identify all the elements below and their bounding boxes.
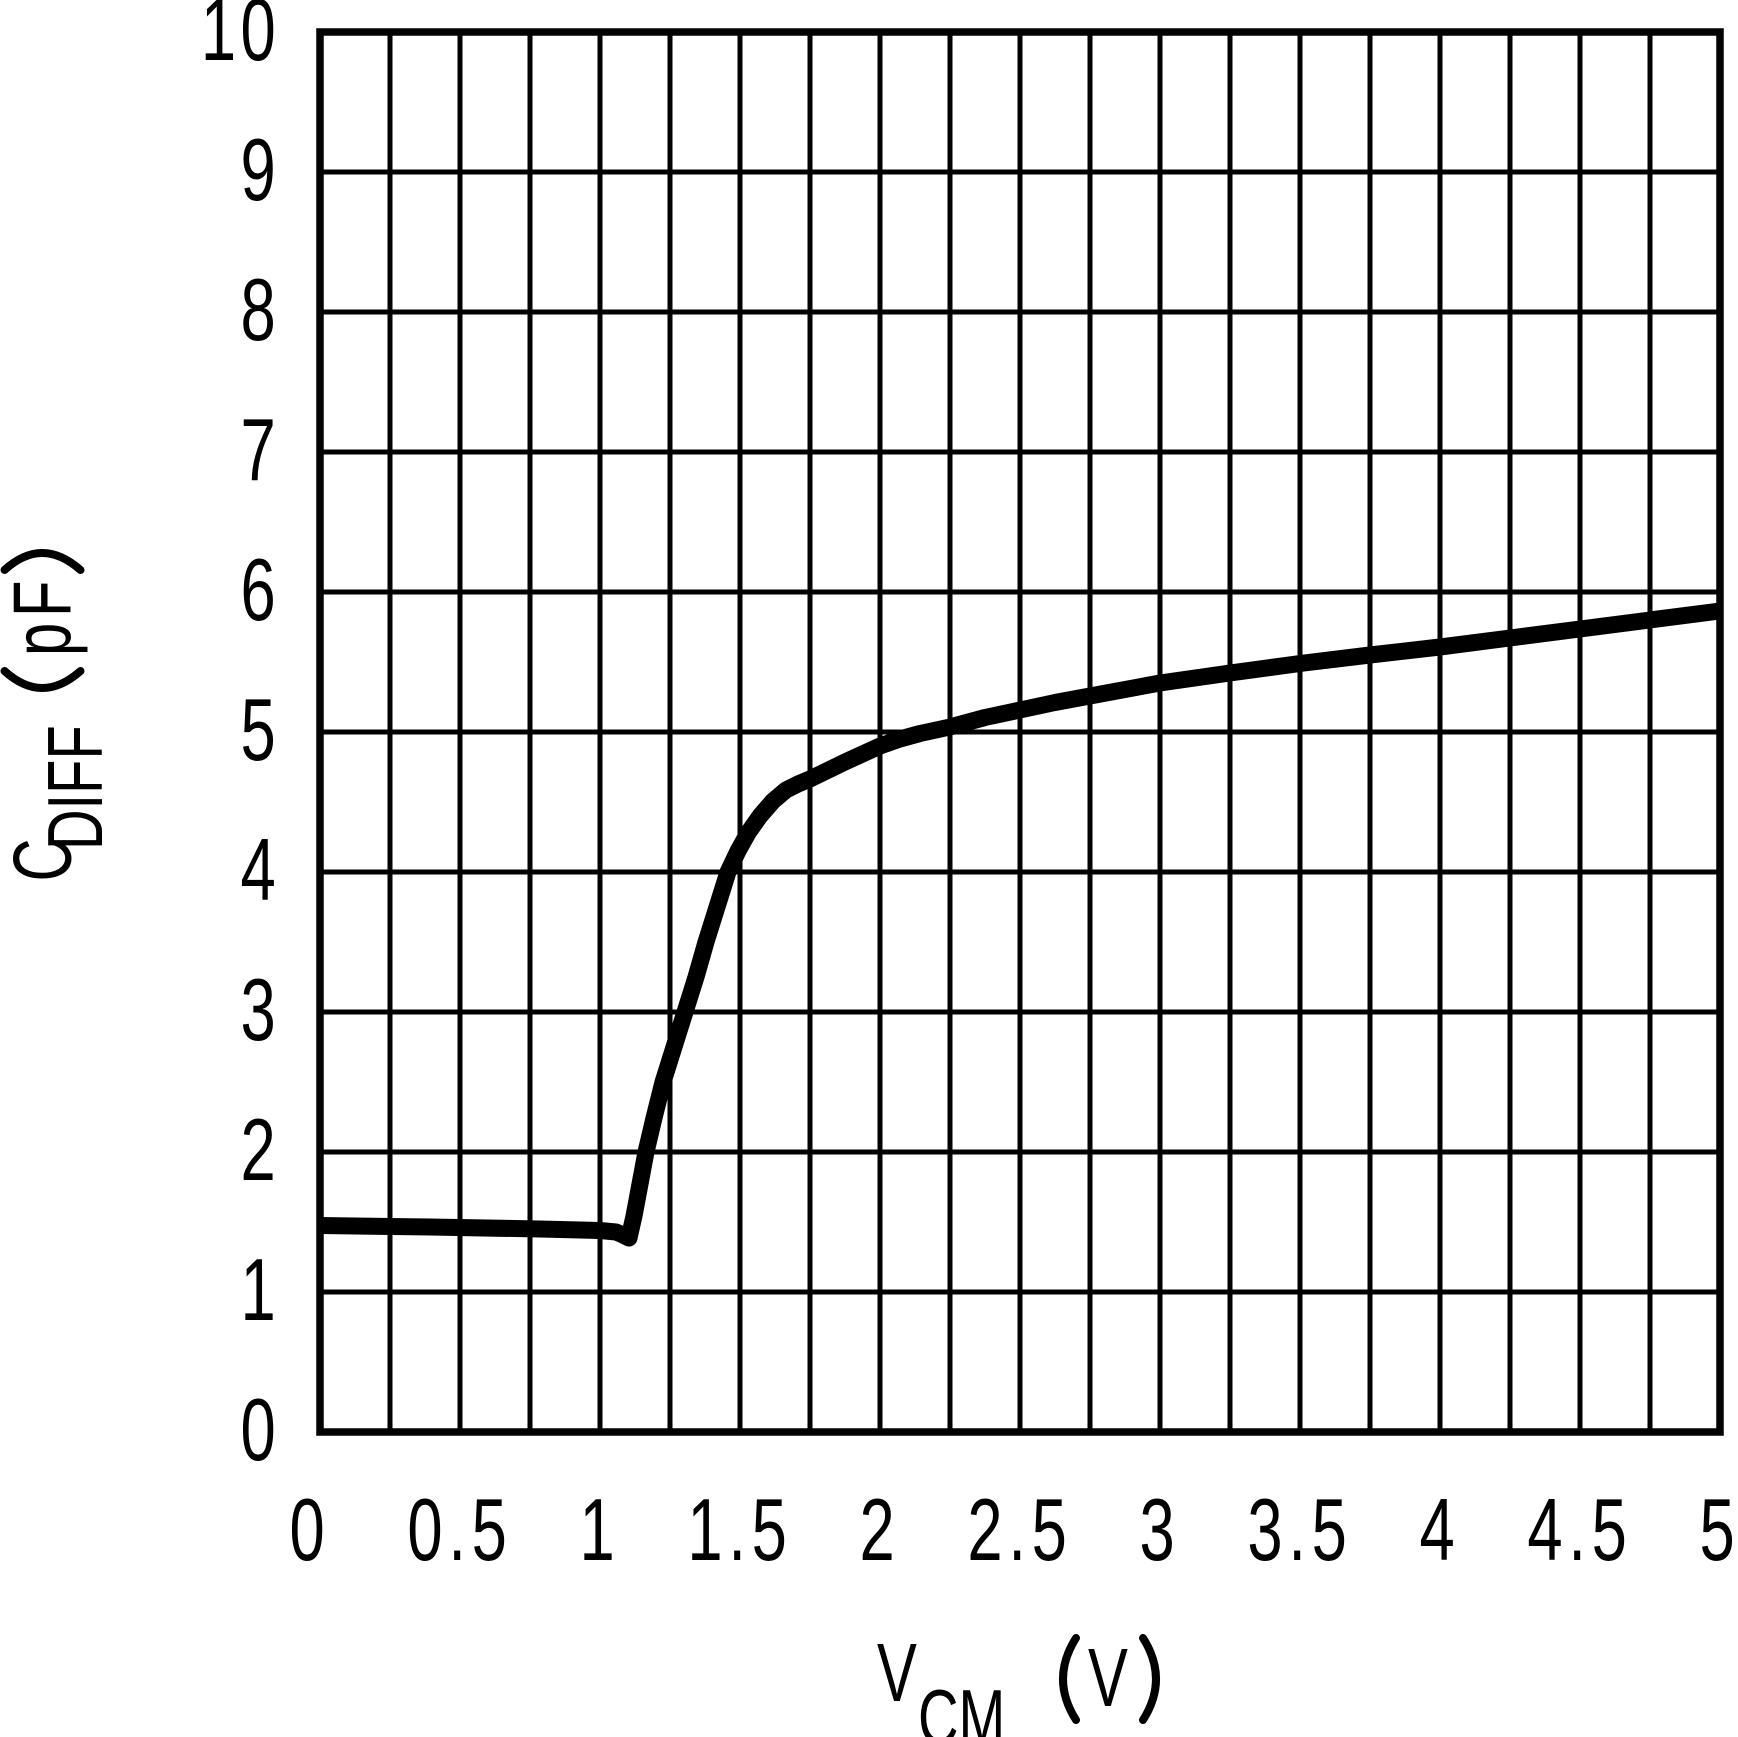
- svg-text:0.5: 0.5: [407, 1482, 512, 1580]
- svg-text:10: 10: [201, 0, 280, 80]
- svg-text:5: 5: [240, 682, 280, 780]
- svg-text:V: V: [877, 1628, 917, 1720]
- svg-text:2: 2: [860, 1482, 901, 1580]
- svg-text:0: 0: [290, 1482, 331, 1580]
- svg-text:6: 6: [240, 542, 280, 640]
- svg-text:9: 9: [240, 122, 280, 220]
- svg-text:DIFF: DIFF: [32, 725, 119, 850]
- svg-text:5: 5: [1700, 1482, 1738, 1580]
- svg-text:3: 3: [1140, 1482, 1181, 1580]
- svg-text:4: 4: [240, 822, 280, 920]
- svg-text:3.5: 3.5: [1247, 1482, 1352, 1580]
- svg-text:7: 7: [240, 402, 280, 500]
- svg-text:2: 2: [240, 1102, 280, 1200]
- svg-text:4: 4: [1420, 1482, 1461, 1580]
- svg-text:1.5: 1.5: [687, 1482, 792, 1580]
- svg-text:8: 8: [240, 262, 280, 360]
- svg-text:C: C: [0, 838, 89, 881]
- svg-text:1: 1: [580, 1482, 621, 1580]
- svg-text:3: 3: [240, 962, 280, 1060]
- svg-text:4.5: 4.5: [1527, 1482, 1632, 1580]
- svg-text:1: 1: [240, 1242, 280, 1340]
- svg-text:pF: pF: [0, 575, 89, 656]
- svg-text:V: V: [1088, 1633, 1128, 1725]
- svg-text:CM: CM: [918, 1674, 1005, 1737]
- svg-text:2.5: 2.5: [967, 1482, 1072, 1580]
- svg-text:0: 0: [240, 1382, 280, 1480]
